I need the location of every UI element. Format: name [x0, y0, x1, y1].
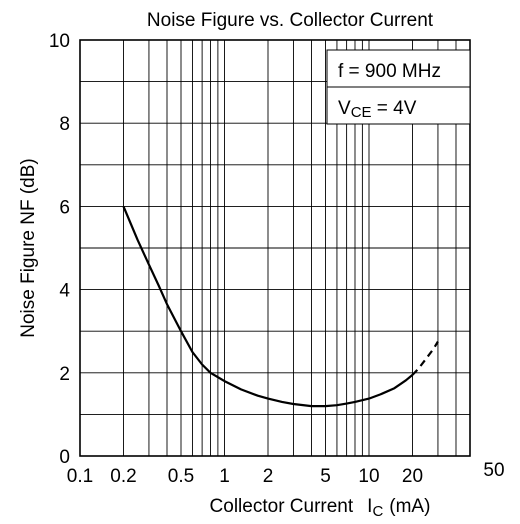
x-tick-label: 10 [358, 466, 379, 487]
x-tick-labels: 0.1 0.2 0.5 1 2 5 10 20 50 [67, 460, 505, 487]
annotation-vce: VCE = 4V [338, 98, 417, 121]
y-tick-label: 8 [59, 114, 70, 135]
x-axis-label-unit: (mA) [389, 496, 430, 517]
x-tick-label: 5 [320, 466, 331, 487]
x-tick-label: 1 [219, 466, 230, 487]
y-tick-label: 0 [59, 447, 70, 468]
y-tick-label: 2 [59, 364, 70, 385]
y-tick-label: 4 [59, 281, 70, 302]
plot-lines [122, 205, 439, 408]
x-tick-label: 20 [402, 466, 423, 487]
x-tick-label: 0.2 [110, 466, 136, 487]
y-tick-label: 10 [49, 31, 70, 52]
x-tick-label: 2 [263, 466, 274, 487]
annotation-vce-subscript: CE [351, 104, 372, 121]
chart-title: Noise Figure vs. Collector Current [147, 10, 434, 31]
x-tick-label: 50 [483, 460, 504, 481]
annotation-frequency: f = 900 MHz [338, 61, 441, 82]
x-tick-label: 0.1 [67, 466, 93, 487]
y-axis-label: Noise Figure NF (dB) [18, 158, 39, 338]
y-tick-labels: 0 2 4 6 8 10 [49, 31, 71, 468]
noise-figure-curve-extrapolated [411, 341, 439, 376]
x-axis-label-symbol: I [367, 496, 372, 517]
annotation-vce-value: = 4V [372, 98, 417, 119]
x-axis-label: Collector Current IC (mA) [210, 496, 431, 520]
x-axis-label-text: Collector Current [210, 496, 354, 517]
x-axis-label-subscript: C [372, 503, 383, 520]
y-tick-label: 6 [59, 197, 70, 218]
x-tick-label: 0.5 [168, 466, 194, 487]
annotation-vce-prefix: V [338, 98, 351, 119]
plot-frame [79, 39, 471, 457]
noise-figure-curve [122, 205, 414, 408]
